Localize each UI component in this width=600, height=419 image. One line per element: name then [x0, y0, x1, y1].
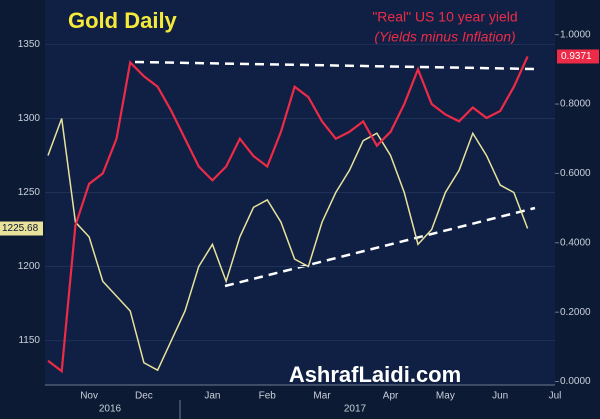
year-label: 2017 — [344, 404, 367, 415]
y-tick-label: 1250 — [18, 187, 41, 198]
y2-tick-label: 0.8000 — [560, 99, 591, 110]
resistance-trendline — [134, 60, 536, 71]
annotation: "Real" US 10 year yield — [372, 9, 517, 25]
y-tick-label: 1300 — [18, 113, 41, 124]
y-tick-label: 1350 — [18, 39, 41, 50]
last-value-box — [557, 49, 599, 64]
y-tick-label: 1200 — [18, 261, 41, 272]
x-tick-label: Mar — [313, 391, 331, 402]
year-label: 2016 — [99, 404, 122, 415]
watermark: AshrafLaidi.com — [289, 362, 461, 387]
chart-title: Gold Daily — [68, 8, 178, 33]
last-value-label: 0.9371 — [561, 51, 592, 62]
y2-tick-label: 0.4000 — [560, 237, 591, 248]
x-tick-label: Apr — [383, 391, 399, 402]
annotation: (Yields minus Inflation) — [374, 29, 515, 45]
last-value-box — [0, 221, 43, 236]
x-tick-label: Dec — [135, 391, 153, 402]
x-tick-label: Nov — [80, 391, 98, 402]
series-line — [47, 56, 529, 374]
y2-tick-label: 0.2000 — [560, 307, 591, 318]
x-tick-label: Jul — [549, 391, 562, 402]
y2-tick-label: 0.0000 — [560, 376, 591, 387]
support-trendline — [224, 206, 536, 288]
y2-tick-label: 1.0000 — [560, 29, 591, 40]
series-line — [47, 118, 529, 372]
last-value-label: 1225.68 — [2, 223, 39, 234]
x-tick-label: May — [436, 391, 455, 402]
x-tick-label: Jun — [492, 391, 508, 402]
y-tick-label: 1150 — [18, 335, 40, 346]
x-tick-label: Feb — [259, 391, 277, 402]
x-tick-label: Jan — [204, 391, 220, 402]
y2-tick-label: 0.6000 — [560, 168, 591, 179]
